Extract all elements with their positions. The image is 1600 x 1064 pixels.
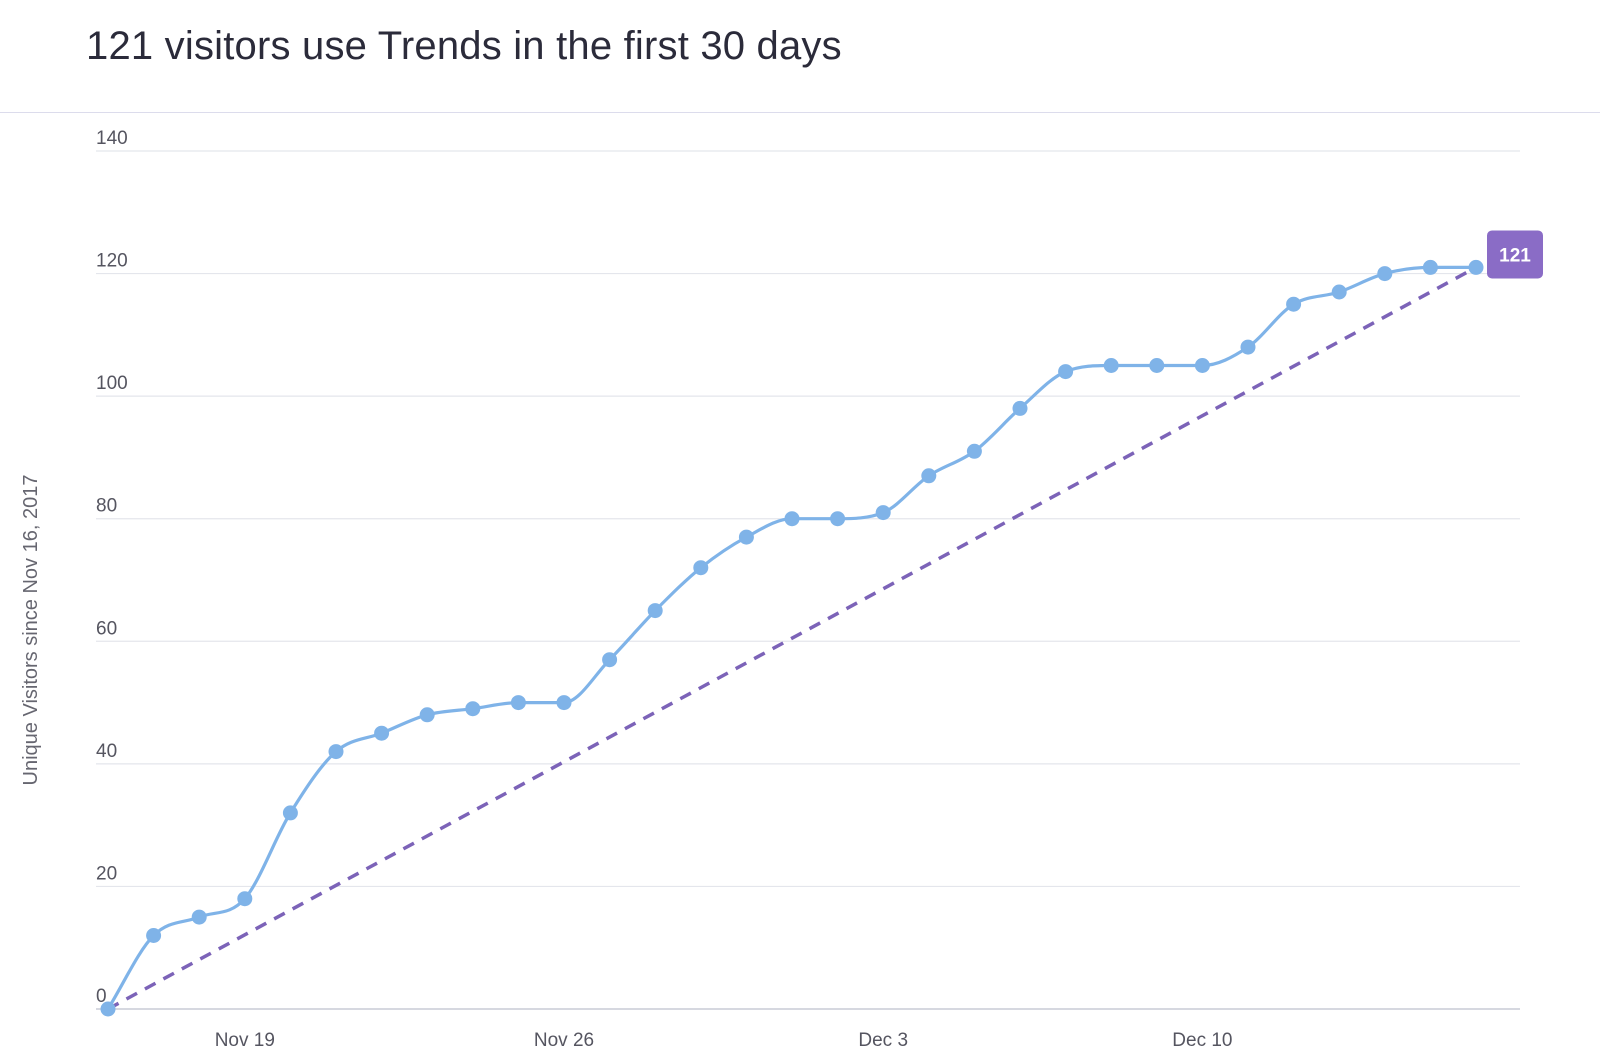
data-point [1468, 259, 1484, 275]
x-tick-label: Nov 26 [534, 1030, 594, 1051]
y-tick-label: 20 [96, 863, 117, 884]
y-axis-title: Unique Visitors since Nov 16, 2017 [20, 475, 42, 786]
data-point [830, 511, 846, 527]
x-tick-label: Dec 3 [858, 1030, 908, 1051]
data-point [1331, 284, 1347, 300]
data-point [921, 468, 937, 484]
data-point [465, 701, 481, 717]
data-point [1149, 358, 1165, 373]
data-point [1012, 400, 1028, 416]
data-point [374, 725, 390, 741]
data-point [784, 511, 800, 527]
data-point [693, 560, 709, 576]
y-tick-label: 40 [96, 741, 117, 762]
trend-line [107, 265, 1477, 1011]
data-point [1286, 296, 1302, 312]
data-point [875, 505, 891, 521]
y-tick-label: 100 [96, 373, 128, 394]
data-point [419, 707, 435, 723]
end-value-badge: 121 [1487, 230, 1543, 279]
data-point [328, 744, 344, 760]
gridlines [96, 150, 1520, 1010]
data-point [647, 603, 663, 619]
data-point [556, 695, 572, 711]
x-axis-ticks: Nov 19 Nov 26 Dec 3 Dec 10 [215, 1030, 1233, 1051]
end-value-label: 121 [1499, 245, 1531, 266]
data-point [237, 891, 253, 907]
y-tick-label: 60 [96, 618, 117, 639]
data-point [966, 443, 982, 459]
header-divider [0, 112, 1600, 113]
series-layer [100, 259, 1484, 1017]
y-tick-label: 120 [96, 251, 128, 272]
data-point [1422, 259, 1438, 275]
x-tick-label: Dec 10 [1172, 1030, 1232, 1051]
data-point [1377, 266, 1393, 282]
y-tick-label: 140 [96, 128, 128, 149]
data-point [100, 1001, 116, 1017]
y-axis-ticks: 0 20 40 60 80 100 120 140 [96, 128, 128, 1007]
data-point [146, 928, 162, 943]
data-point [1194, 358, 1210, 373]
end-value-badge-box [1487, 230, 1543, 279]
data-point [282, 805, 298, 821]
data-point [191, 909, 207, 925]
x-tick-label: Nov 19 [215, 1030, 275, 1051]
data-point [1058, 364, 1074, 380]
data-point [510, 695, 526, 711]
data-point [738, 529, 754, 545]
data-point [602, 652, 618, 668]
y-tick-label: 80 [96, 496, 117, 517]
data-point [1240, 339, 1256, 355]
data-point [1103, 358, 1119, 373]
y-tick-label: 0 [96, 986, 107, 1007]
chart-title: 121 visitors use Trends in the first 30 … [86, 24, 842, 68]
